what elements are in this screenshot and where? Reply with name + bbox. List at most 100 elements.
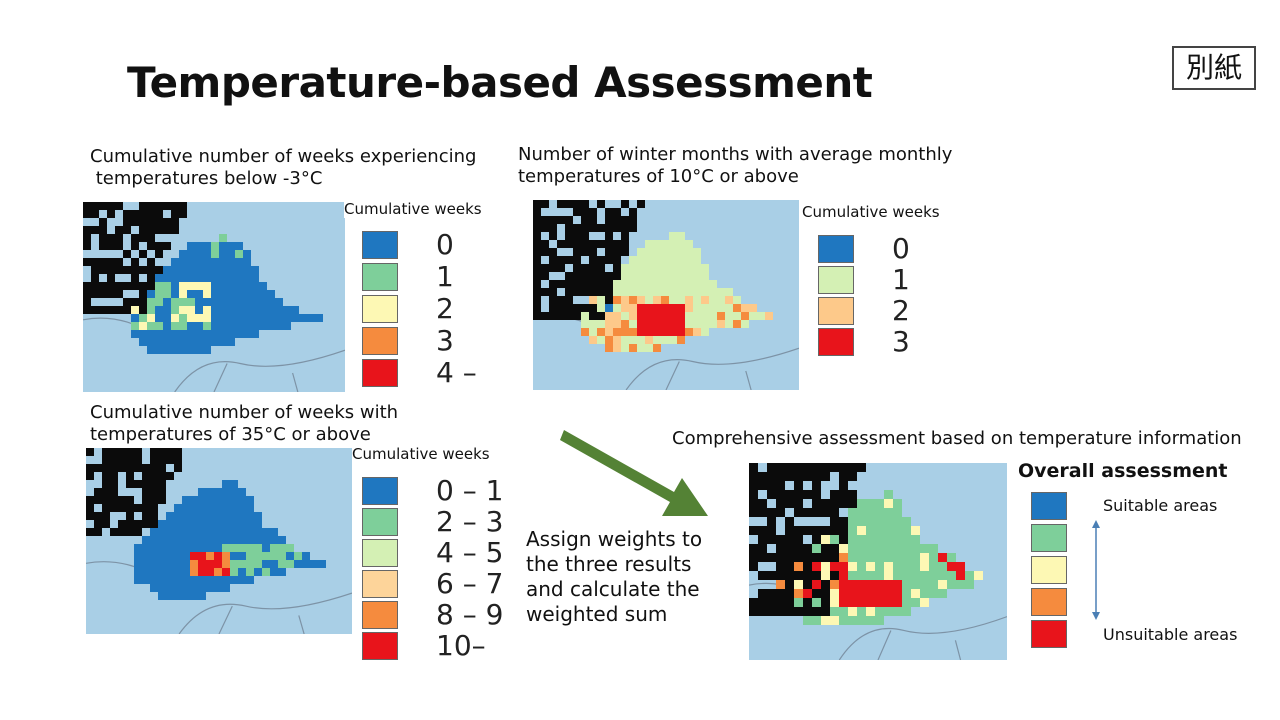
grid-cell [163,338,171,346]
grid-cell [198,560,206,568]
grid-cell [669,248,677,256]
grid-cell [187,338,195,346]
black-cell [794,481,803,490]
grid-cell [669,304,677,312]
black-cell [102,456,110,464]
black-cell [812,526,821,535]
grid-cell [219,234,227,242]
legend-label: 0 [436,228,454,261]
grid-cell [206,520,214,528]
black-cell [115,242,123,250]
grid-cell [857,616,866,625]
grid-cell [198,584,206,592]
grid-cell [238,568,246,576]
black-cell [115,226,123,234]
black-cell [776,571,785,580]
grid-cell [749,312,757,320]
grid-cell [142,544,150,552]
grid-cell [701,264,709,272]
black-cell [115,258,123,266]
grid-cell [902,571,911,580]
grid-cell [866,589,875,598]
grid-cell [171,266,179,274]
grid-cell [709,280,717,288]
black-cell [131,234,139,242]
grid-cell [198,544,206,552]
grid-cell [187,274,195,282]
black-cell [110,496,118,504]
grid-cell [653,256,661,264]
grid-cell [621,296,629,304]
grid-cell [911,598,920,607]
grid-cell [893,544,902,553]
black-cell [597,288,605,296]
grid-cell [243,314,251,322]
black-cell [107,282,115,290]
grid-cell [677,296,685,304]
black-cell [605,288,613,296]
grid-cell [190,592,198,600]
grid-cell [139,338,147,346]
black-cell [533,216,541,224]
grid-cell [911,589,920,598]
grid-cell [235,298,243,306]
grid-cell [613,328,621,336]
grid-cell [262,560,270,568]
black-cell [605,224,613,232]
grid-cell [685,296,693,304]
grid-cell [158,520,166,528]
black-cell [830,490,839,499]
black-cell [573,208,581,216]
black-cell [147,218,155,226]
grid-cell [669,264,677,272]
grid-cell [701,280,709,288]
grid-cell [283,322,291,330]
black-cell [767,607,776,616]
grid-cell [187,258,195,266]
black-cell [785,598,794,607]
grid-cell [902,607,911,616]
grid-cell [839,598,848,607]
black-cell [99,226,107,234]
grid-cell [685,248,693,256]
black-cell [134,456,142,464]
grid-cell [243,266,251,274]
black-cell [131,210,139,218]
black-cell [557,256,565,264]
grid-cell [214,512,222,520]
black-cell [166,448,174,456]
black-cell [613,216,621,224]
legend-label: 8 – 9 [436,598,504,631]
grid-cell [203,322,211,330]
black-cell [118,456,126,464]
black-cell [839,499,848,508]
grid-cell [701,328,709,336]
black-cell [767,481,776,490]
black-cell [171,218,179,226]
grid-cell [214,520,222,528]
grid-cell [222,568,230,576]
grid-cell [235,290,243,298]
grid-cell [884,562,893,571]
black-cell [150,456,158,464]
black-cell [758,481,767,490]
black-cell [794,553,803,562]
grid-cell [857,526,866,535]
grid-cell [203,274,211,282]
grid-cell [230,568,238,576]
black-cell [147,274,155,282]
legend-label: 0 [892,232,910,265]
black-cell [565,296,573,304]
grid-cell [203,242,211,250]
black-cell [102,496,110,504]
grid-cell [246,528,254,536]
grid-cell [139,314,147,322]
black-cell [573,288,581,296]
grid-cell [187,322,195,330]
black-cell [758,544,767,553]
grid-cell [830,598,839,607]
panel3-legend-title: Cumulative weeks [352,445,490,463]
grid-cell [637,264,645,272]
grid-cell [254,544,262,552]
grid-cell [902,535,911,544]
